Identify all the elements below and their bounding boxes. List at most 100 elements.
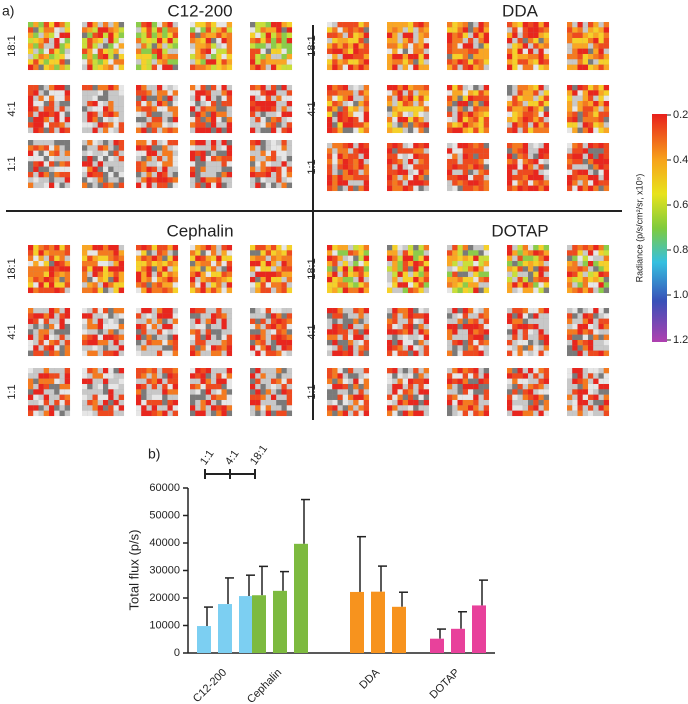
- tile-pixel: [103, 90, 109, 96]
- tile-pixel: [533, 318, 539, 325]
- tile-pixel: [136, 368, 142, 374]
- tile-pixel: [28, 350, 34, 357]
- tile-pixel: [588, 27, 594, 33]
- tile-pixel: [200, 282, 206, 288]
- tile-pixel: [598, 245, 604, 251]
- tile-pixel: [423, 329, 430, 335]
- tile-pixel: [54, 155, 60, 162]
- tile-pixel: [28, 399, 34, 406]
- tile-pixel: [157, 378, 163, 385]
- tile-pixel: [572, 313, 578, 319]
- tile-pixel: [337, 153, 343, 160]
- tile-pixel: [473, 143, 479, 149]
- tile-pixel: [588, 389, 594, 395]
- tile-pixel: [195, 116, 201, 123]
- tile-pixel: [408, 313, 414, 319]
- tile-pixel: [113, 127, 119, 134]
- tile-pixel: [205, 394, 212, 401]
- tile-pixel: [593, 255, 599, 262]
- tile-pixel: [265, 90, 272, 96]
- tile-pixel: [172, 255, 179, 262]
- tile-pixel: [146, 368, 152, 374]
- tile-pixel: [87, 111, 93, 118]
- tile-pixel: [353, 100, 359, 107]
- tile-pixel: [43, 410, 50, 417]
- tile-pixel: [337, 405, 343, 411]
- tile-pixel: [108, 323, 114, 330]
- tile-pixel: [255, 90, 261, 96]
- tile-pixel: [457, 59, 463, 65]
- tile-pixel: [49, 177, 55, 183]
- tile-pixel: [478, 313, 484, 319]
- tile-pixel: [28, 318, 34, 325]
- tile-pixel: [59, 350, 65, 357]
- tile-pixel: [250, 399, 256, 406]
- tile-pixel: [87, 276, 93, 283]
- tile-pixel: [64, 339, 71, 346]
- tile-pixel: [82, 271, 88, 278]
- tile-pixel: [588, 90, 594, 96]
- tile-pixel: [205, 155, 212, 162]
- tile-pixel: [577, 158, 583, 165]
- tile-pixel: [271, 308, 277, 314]
- tile-pixel: [517, 85, 523, 91]
- tile-pixel: [468, 100, 474, 107]
- tile-pixel: [200, 389, 206, 395]
- tile-pixel: [136, 150, 142, 157]
- tile-pixel: [483, 260, 490, 267]
- tile-pixel: [281, 308, 287, 314]
- tile-pixel: [522, 383, 529, 390]
- tile-pixel: [358, 345, 364, 351]
- tile-pixel: [402, 266, 409, 272]
- tile-pixel: [276, 378, 282, 385]
- tile-pixel: [418, 32, 424, 39]
- tile-pixel: [141, 48, 147, 55]
- tile-pixel: [543, 329, 550, 335]
- tile-pixel: [216, 318, 222, 325]
- tile-pixel: [512, 318, 518, 325]
- tile-pixel: [211, 59, 217, 65]
- tile-pixel: [205, 378, 212, 385]
- tile-pixel: [271, 127, 277, 134]
- tile-pixel: [567, 43, 573, 49]
- tile-pixel: [146, 59, 152, 65]
- tile-pixel: [522, 276, 529, 283]
- tile-pixel: [43, 399, 50, 406]
- tile-pixel: [582, 43, 589, 49]
- tile-pixel: [397, 164, 403, 170]
- tile-pixel: [512, 116, 518, 123]
- tile-pixel: [205, 59, 212, 65]
- tile-pixel: [271, 313, 277, 319]
- tile-pixel: [468, 32, 474, 39]
- tile-pixel: [468, 399, 474, 406]
- tile-pixel: [337, 282, 343, 288]
- tile-pixel: [337, 158, 343, 165]
- tile-pixel: [211, 245, 217, 251]
- tile-pixel: [353, 153, 359, 160]
- tile-pixel: [108, 111, 114, 118]
- tile-pixel: [342, 164, 349, 170]
- tile-pixel: [418, 350, 424, 357]
- tile-pixel: [572, 350, 578, 357]
- tile-pixel: [108, 410, 114, 417]
- tile-pixel: [195, 287, 201, 294]
- tile-pixel: [457, 378, 463, 385]
- tile-pixel: [603, 339, 610, 346]
- tile-pixel: [358, 318, 364, 325]
- tile-pixel: [162, 43, 168, 49]
- tile-pixel: [250, 345, 256, 351]
- tile-pixel: [528, 373, 534, 379]
- tile-pixel: [216, 271, 222, 278]
- tile-pixel: [363, 106, 370, 112]
- tile-pixel: [332, 334, 338, 341]
- tile-pixel: [572, 158, 578, 165]
- tile-pixel: [200, 48, 206, 55]
- tile-pixel: [157, 308, 163, 314]
- tile-pixel: [413, 378, 419, 385]
- tile-pixel: [483, 106, 490, 112]
- tile-pixel: [195, 334, 201, 341]
- tile-pixel: [473, 85, 479, 91]
- tile-pixel: [38, 166, 44, 173]
- tile-pixel: [82, 27, 88, 33]
- tile-pixel: [216, 122, 222, 128]
